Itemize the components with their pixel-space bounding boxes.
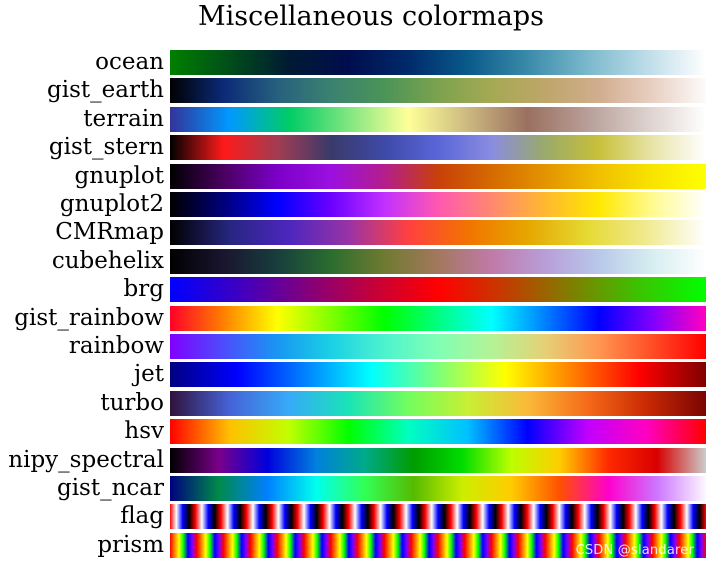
colormap-row-gnuplot: gnuplot — [0, 162, 708, 190]
colormap-row-jet: jet — [0, 360, 708, 388]
colormap-row-hsv: hsv — [0, 417, 708, 445]
colormap-row-cubehelix: cubehelix — [0, 247, 708, 275]
colormap-bar — [170, 419, 706, 445]
colormap-bar — [170, 504, 706, 530]
colormap-bar — [170, 248, 706, 274]
colormap-bar — [170, 305, 706, 331]
colormap-bar — [170, 447, 706, 473]
colormap-label: nipy_spectral — [8, 446, 164, 473]
colormap-label: terrain — [83, 105, 164, 132]
colormap-label: gnuplot — [74, 162, 164, 189]
colormap-label: jet — [134, 361, 164, 388]
colormap-label: CMRmap — [55, 219, 164, 246]
colormap-label: gist_stern — [48, 134, 164, 161]
colormap-label: gist_earth — [47, 77, 164, 104]
chart-title: Miscellaneous colormaps — [197, 1, 545, 32]
colormap-label: brg — [123, 276, 164, 303]
colormap-bar — [170, 50, 706, 75]
colormap-bar — [170, 476, 706, 501]
colormap-bar — [170, 192, 706, 217]
colormap-label: flag — [120, 503, 164, 530]
colormap-label: gnuplot2 — [59, 191, 164, 217]
colormap-label: rainbow — [68, 333, 164, 359]
colormap-bar — [170, 78, 706, 104]
colormap-bar — [170, 163, 706, 189]
colormap-bar — [170, 532, 706, 558]
colormap-label: cubehelix — [51, 247, 164, 274]
colormap-bar — [170, 220, 706, 246]
colormap-row-rainbow: rainbow — [0, 332, 708, 360]
colormap-row-gist-ncar: gist_ncar — [0, 474, 708, 502]
watermark: CSDN @slandarer — [575, 543, 694, 558]
colormap-row-ocean: ocean — [0, 48, 708, 76]
colormap-row-turbo: turbo — [0, 389, 708, 417]
colormap-label: ocean — [95, 49, 164, 75]
colormap-row-terrain: terrain — [0, 105, 708, 133]
colormap-label: hsv — [124, 418, 164, 445]
colormap-row-cmrmap: CMRmap — [0, 218, 708, 246]
colormap-row-prism: prism — [0, 531, 708, 559]
colormap-bar — [170, 334, 706, 359]
colormap-bar — [170, 390, 706, 416]
colormap-bar — [170, 362, 706, 388]
colormap-label: gist_rainbow — [14, 304, 164, 331]
colormap-row-brg: brg — [0, 275, 708, 303]
colormap-label: prism — [97, 531, 164, 558]
colormap-row-gist-stern: gist_stern — [0, 133, 708, 161]
colormap-label: turbo — [100, 389, 164, 416]
colormap-bar — [170, 135, 706, 161]
colormap-label: gist_ncar — [56, 475, 164, 501]
colormap-row-nipy-spectral: nipy_spectral — [0, 446, 708, 474]
colormap-row-gnuplot2: gnuplot2 — [0, 190, 708, 218]
colormap-bar — [170, 106, 706, 132]
colormap-row-gist-rainbow: gist_rainbow — [0, 304, 708, 332]
colormap-bar — [170, 277, 706, 303]
colormap-row-flag: flag — [0, 502, 708, 530]
colormap-row-gist-earth: gist_earth — [0, 76, 708, 104]
